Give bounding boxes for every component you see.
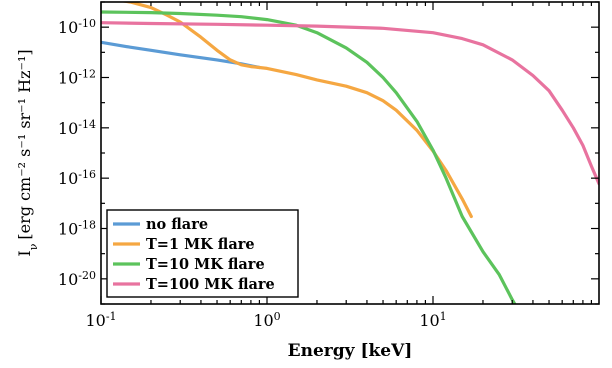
series-line-1 bbox=[119, 2, 473, 219]
legend-label-2: T=10 MK flare bbox=[146, 256, 265, 273]
legend-items: no flare T=1 MK flare T=10 MK flare T=100 M… bbox=[113, 216, 275, 293]
series-layer bbox=[101, 2, 599, 304]
ticks-layer bbox=[100, 1, 599, 305]
y-tick-label: 10-18 bbox=[58, 218, 96, 239]
y-axis-label-base: I bbox=[15, 250, 34, 256]
series-line-3 bbox=[101, 21, 599, 186]
x-axis-label: Energy [keV] bbox=[288, 341, 413, 361]
x-tick-label: 101 bbox=[419, 310, 446, 331]
y-axis-label: Iν [erg cm⁻² s⁻¹ sr⁻¹ Hz⁻¹] bbox=[15, 49, 40, 256]
legend-label-0: no flare bbox=[146, 216, 208, 233]
y-axis-label-sub: ν bbox=[27, 243, 40, 250]
tick-labels-layer: 10-1 100 101 10-10 10-12 10-14 10-16 10-18 10-20 bbox=[58, 17, 447, 330]
y-tick-label: 10-12 bbox=[58, 67, 96, 88]
x-tick-label: 10-1 bbox=[85, 310, 116, 331]
y-tick-label: 10-14 bbox=[58, 117, 96, 138]
y-tick-label: 10-16 bbox=[58, 168, 96, 189]
y-tick-label: 10-20 bbox=[58, 268, 96, 289]
legend-label-1: T=1 MK flare bbox=[146, 236, 255, 253]
legend: no flare T=1 MK flare T=10 MK flare T=100 M… bbox=[106, 209, 299, 298]
series-line-2 bbox=[101, 10, 517, 304]
y-axis-label-units: [erg cm⁻² s⁻¹ sr⁻¹ Hz⁻¹] bbox=[15, 49, 34, 239]
legend-label-3: T=100 MK flare bbox=[146, 276, 275, 293]
y-tick-label: 10-10 bbox=[58, 17, 96, 38]
x-tick-label: 100 bbox=[253, 310, 280, 331]
y-axis-label-group: Iν [erg cm⁻² s⁻¹ sr⁻¹ Hz⁻¹] bbox=[15, 49, 40, 256]
